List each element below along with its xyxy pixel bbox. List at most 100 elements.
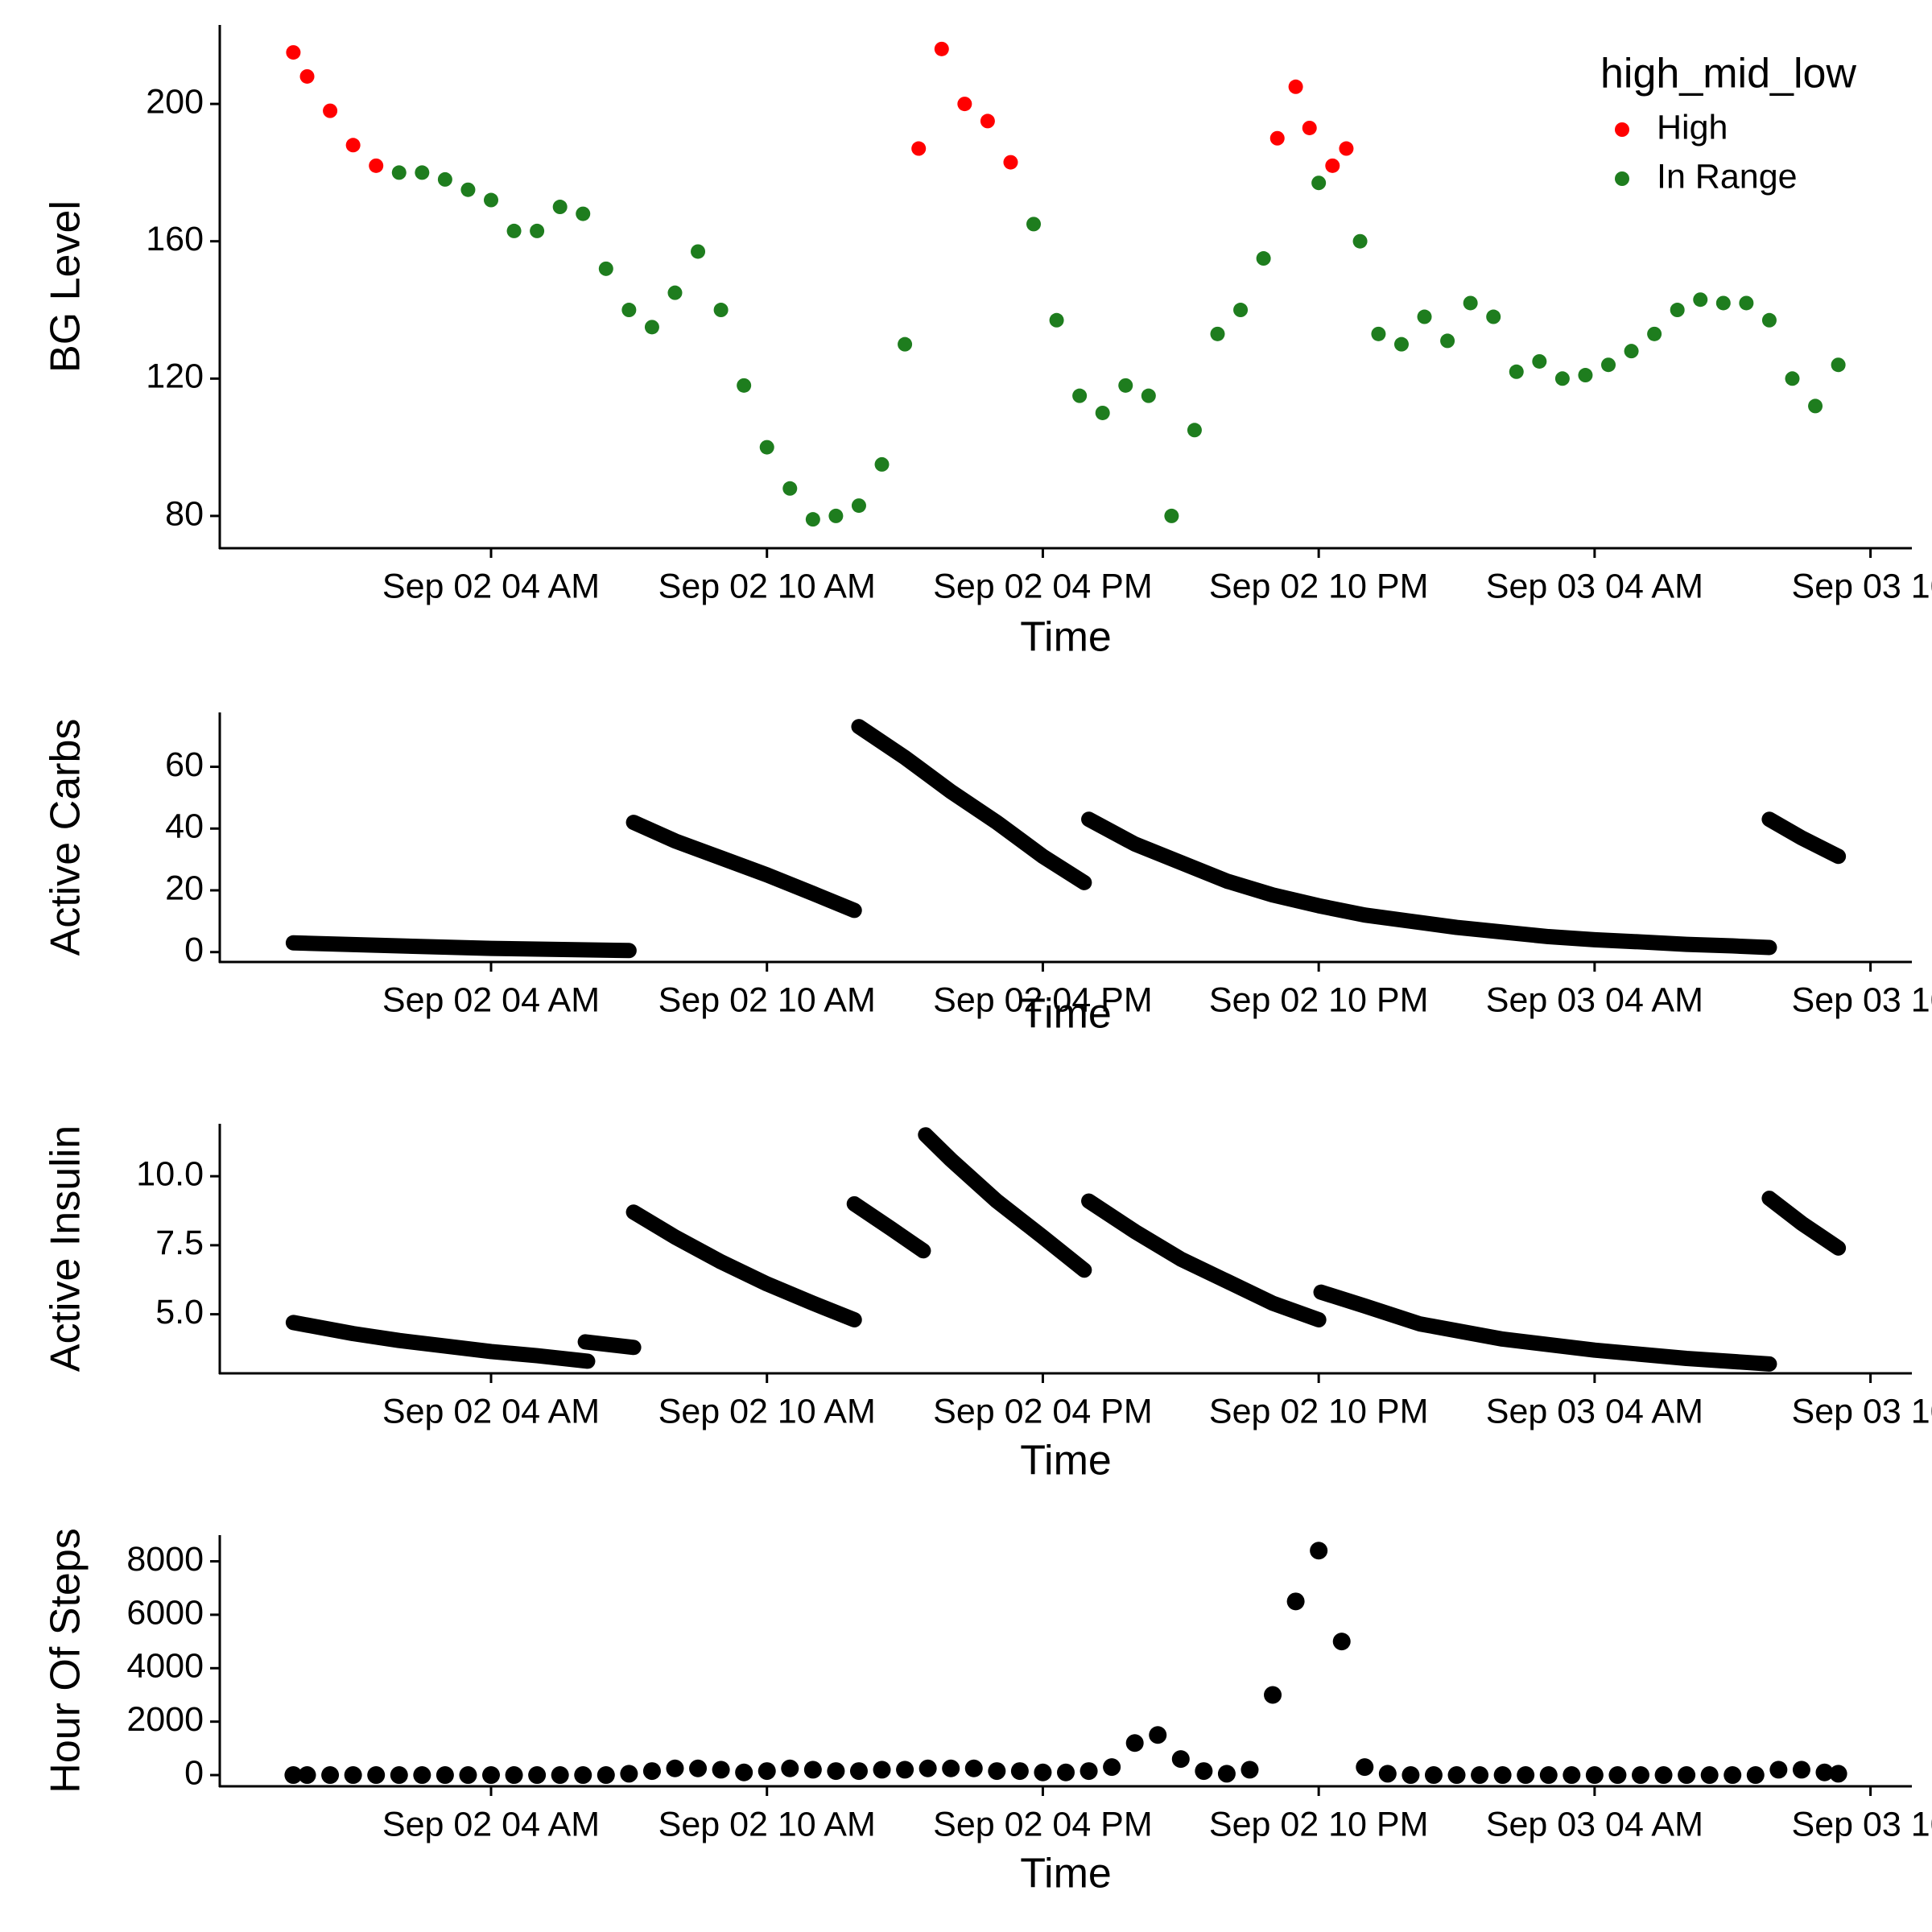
data-point: [344, 1766, 362, 1785]
data-point: [1585, 1766, 1604, 1785]
data-point: [1339, 141, 1354, 156]
data-point: [828, 508, 844, 523]
y-tick-label: 0: [184, 1753, 204, 1792]
data-point: [1288, 79, 1303, 94]
data-point: [980, 114, 995, 129]
legend-title: high_mid_low: [1600, 51, 1856, 97]
line-segment: [1081, 811, 1777, 956]
data-point: [1563, 1766, 1581, 1785]
data-point: [1440, 333, 1455, 349]
data-point: [321, 1766, 340, 1785]
line-segment: [1761, 1191, 1847, 1256]
data-point: [1095, 405, 1110, 420]
data-point: [1678, 1766, 1696, 1785]
data-point: [530, 223, 545, 238]
data-point: [1739, 295, 1754, 311]
x-tick-label: Sep 02 04 AM: [382, 980, 600, 1019]
data-point: [642, 1762, 661, 1781]
data-point: [667, 285, 683, 300]
data-point: [597, 1766, 615, 1785]
data-point: [1003, 155, 1018, 170]
data-point: [1517, 1766, 1535, 1785]
x-tick-label: Sep 02 04 PM: [933, 1805, 1153, 1843]
line-segment: [625, 815, 862, 919]
data-point: [621, 303, 637, 318]
data-point: [1808, 398, 1823, 414]
data-point: [1601, 357, 1616, 373]
y-tick-label: 10.0: [136, 1155, 204, 1194]
data-point: [1210, 326, 1225, 341]
x-tick-label: Sep 03 04 AM: [1486, 567, 1703, 605]
y-axis-title: Active Carbs: [43, 719, 89, 956]
x-tick-label: Sep 02 04 AM: [382, 1392, 600, 1430]
data-point: [1311, 175, 1327, 191]
data-point: [1815, 1763, 1834, 1781]
x-tick-label: Sep 03 10: [1792, 567, 1932, 605]
data-point: [1578, 368, 1593, 383]
data-point: [988, 1762, 1006, 1781]
data-point: [620, 1765, 638, 1783]
data-point: [1769, 1761, 1788, 1779]
data-point: [1141, 388, 1156, 403]
data-point: [934, 41, 949, 56]
data-point: [1670, 303, 1685, 318]
data-point: [1049, 312, 1064, 328]
data-point: [574, 1766, 592, 1785]
data-point: [803, 1761, 822, 1779]
data-point: [1554, 371, 1570, 386]
data-point: [1792, 1761, 1810, 1779]
y-tick-label: 120: [146, 357, 204, 396]
x-axis-title: Time: [1020, 991, 1112, 1038]
data-point: [345, 138, 361, 153]
data-point: [598, 261, 613, 276]
y-tick-label: 20: [165, 869, 204, 907]
data-point: [505, 1766, 523, 1785]
data-point: [1026, 217, 1042, 232]
data-point: [1715, 295, 1731, 311]
data-point: [1302, 120, 1317, 135]
data-point: [1310, 1542, 1328, 1560]
data-point: [369, 158, 384, 173]
data-point: [1631, 1766, 1649, 1785]
x-tick-label: Sep 02 10 PM: [1209, 567, 1429, 605]
line-segment: [1313, 1284, 1777, 1372]
data-point: [1539, 1766, 1558, 1785]
data-point: [1332, 1633, 1351, 1651]
data-point: [1233, 303, 1249, 318]
data-point: [551, 1766, 569, 1785]
data-point: [758, 1762, 776, 1781]
x-axis-title: Time: [1020, 1438, 1112, 1484]
data-point: [460, 182, 476, 197]
x-tick-label: Sep 02 10 PM: [1209, 980, 1429, 1019]
x-tick-label: Sep 02 04 PM: [933, 980, 1153, 1019]
x-tick-label: Sep 02 04 AM: [382, 1805, 600, 1843]
data-point: [1187, 423, 1202, 438]
data-point: [284, 1766, 303, 1785]
y-axis-title: Active Insulin: [43, 1125, 89, 1372]
data-point: [1034, 1763, 1052, 1781]
y-tick-label: 7.5: [155, 1224, 204, 1262]
data-point: [849, 1762, 868, 1781]
data-point: [1286, 1592, 1305, 1611]
data-point: [390, 1766, 408, 1785]
y-tick-label: 40: [165, 807, 204, 846]
x-axis-title: Time: [1020, 614, 1112, 661]
y-axis-title: Hour Of Steps: [43, 1528, 89, 1793]
data-point: [782, 481, 798, 496]
data-point: [1171, 1750, 1190, 1769]
data-point: [781, 1759, 799, 1777]
data-point: [1371, 326, 1386, 341]
data-point: [1393, 336, 1409, 352]
x-tick-label: Sep 03 04 AM: [1486, 1805, 1703, 1843]
y-tick-label: 2000: [126, 1700, 204, 1739]
data-point: [506, 223, 522, 238]
x-tick-label: Sep 03 04 AM: [1486, 1392, 1703, 1430]
data-point: [1118, 378, 1133, 393]
data-point: [576, 206, 591, 221]
line-segment: [851, 719, 1092, 890]
line-segment: [1081, 1193, 1327, 1327]
data-point: [1746, 1766, 1765, 1785]
data-point: [1624, 344, 1639, 359]
x-tick-label: Sep 03 10: [1792, 1805, 1932, 1843]
